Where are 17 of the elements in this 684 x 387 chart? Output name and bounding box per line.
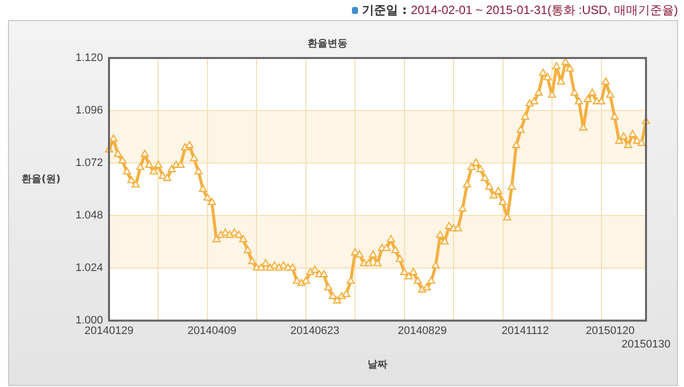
y-tick-label: 1.000 — [75, 314, 103, 327]
y-tick-label: 1.072 — [75, 157, 103, 170]
x-axis-title: 날짜 — [368, 360, 388, 371]
y-tick-label: 1.048 — [75, 210, 103, 222]
y-axis-title: 환율(원) — [21, 174, 61, 185]
x-tick-label: 20140129 — [84, 325, 134, 338]
x-tick-label: 20150120 — [586, 325, 635, 338]
chart-subtitle: 기준일 : 2014-02-01 ~ 2015-01-31(통화 :USD, 매매기준율) — [362, 2, 678, 19]
x-tick-label: 20140829 — [398, 325, 447, 338]
y-tick-label: 1.024 — [75, 262, 103, 274]
x-tick-label: 20150130 — [622, 338, 670, 350]
y-tick-label: 1.096 — [75, 104, 103, 117]
x-tick-label: 20140409 — [187, 325, 236, 338]
x-tick-label: 20140623 — [290, 325, 340, 338]
x-tick-label: 20141112 — [502, 325, 549, 338]
y-tick-label: 1.120 — [75, 52, 103, 64]
chart-title: 환율변동 — [308, 38, 348, 50]
